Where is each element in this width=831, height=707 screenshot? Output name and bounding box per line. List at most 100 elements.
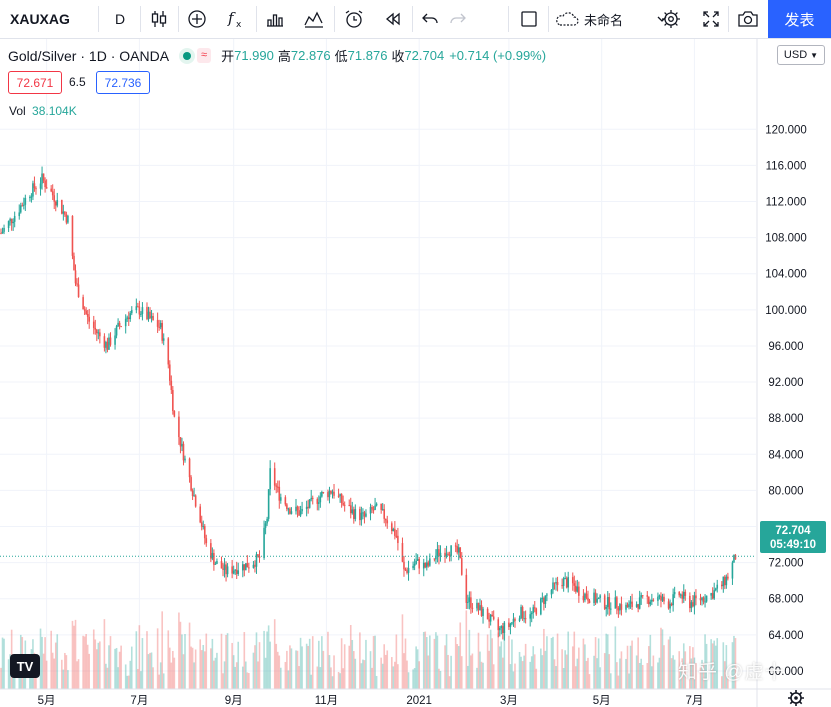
currency-button[interactable]: USD ▼ [777,45,825,65]
candle-body [498,628,501,631]
add-indicator-button[interactable] [182,0,212,38]
volume-bar [7,659,10,689]
candle-body [193,495,195,497]
candle-body [39,183,42,189]
volume-bar [480,661,483,689]
sell-price-box[interactable]: 72.671 [8,71,62,94]
snapshot-button[interactable] [732,0,764,38]
market-status-badge[interactable]: ≈ [179,48,212,63]
candle-body [232,570,235,574]
y-tick-label: 120.000 [765,124,807,136]
volume-bar [190,646,192,689]
volume-bar [193,662,195,689]
tradingview-logo-icon[interactable]: TV [10,654,40,678]
fullscreen-button[interactable] [696,0,726,38]
volume-bar [724,661,726,689]
candle-body [584,593,586,601]
volume-bar [106,667,109,689]
settings-button[interactable] [656,0,686,38]
volume-bar [211,638,214,689]
undo-button[interactable] [416,0,444,38]
camera-icon [738,11,758,27]
volume-bar [126,675,129,689]
candle-body [181,443,183,447]
volume-bar [646,663,649,689]
volume-bar [415,646,417,689]
candle-body [337,495,340,497]
volume-bar [322,650,325,689]
candle-body [73,255,75,271]
series-title[interactable]: Gold/Silver · 1D · OANDA [8,47,170,64]
candle-body [114,335,116,345]
volume-bar [94,639,97,689]
candle-body [727,576,729,579]
volume-bar [275,643,278,689]
volume-bar [381,663,384,689]
save-layout-button[interactable]: 未命名 [554,0,650,38]
candle-body [450,545,452,556]
volume-bar [182,654,185,689]
volume-bar [232,655,235,689]
candle-body [693,595,696,607]
time-axis[interactable]: 5月 7月 9月 11月 2021 3月 5月 7月 [38,695,704,707]
volume-bar [514,663,516,689]
compare-button[interactable] [260,0,290,38]
candle-body [290,511,293,514]
candle-body [438,549,440,557]
symbol-search-button[interactable]: XAUXAG [4,0,86,38]
layout-button[interactable] [514,0,544,38]
candle-body [103,336,106,348]
volume-bar [605,633,608,689]
candle-body [585,593,588,598]
candle-body [578,586,580,596]
replay-button[interactable] [378,0,408,38]
candle-body [278,486,281,501]
candle-body [9,218,11,222]
buy-price-box[interactable]: 72.736 [96,71,150,94]
candle-body [54,201,57,206]
volume-bar [267,625,270,689]
candle-body [435,555,437,560]
chart-style-button[interactable] [144,0,174,38]
candle-body [672,594,674,606]
y-tick-label: 88.000 [768,413,803,425]
volume-bar [454,637,457,689]
alert-button[interactable] [338,0,370,38]
candle-body [220,561,223,569]
candle-body [1,231,4,234]
volume-bar [278,655,281,689]
templates-button[interactable] [298,0,330,38]
interval-button[interactable]: D [104,0,136,38]
candle-body [51,191,54,196]
candle-body [124,318,127,327]
y-tick-label: 116.000 [766,160,807,172]
volume-bar [609,673,612,689]
publish-button[interactable]: 发表 [768,0,831,38]
volume-bar [488,650,490,689]
volume-bar [41,636,43,689]
redo-button[interactable] [444,0,472,38]
volume-bar [295,650,297,689]
volume-bar [328,655,331,689]
volume-bar [257,661,259,689]
candle-body [394,528,396,536]
volume-bar [660,627,662,689]
candle-body [225,564,227,575]
candle-body [284,497,287,505]
candle-body [465,574,468,603]
volume-bar [331,676,334,689]
volume-bar [99,641,101,689]
candle-body [237,570,240,574]
volume-bar [88,653,90,689]
volume-bar [596,658,598,689]
volume-bar [191,647,194,689]
candle-body [213,553,215,565]
volume-bar [597,638,600,689]
volume-bar [725,645,728,689]
settings-gear-icon[interactable] [788,690,804,706]
candle-body [564,578,566,580]
volume-bar [343,644,346,689]
volume-bar [96,649,98,689]
